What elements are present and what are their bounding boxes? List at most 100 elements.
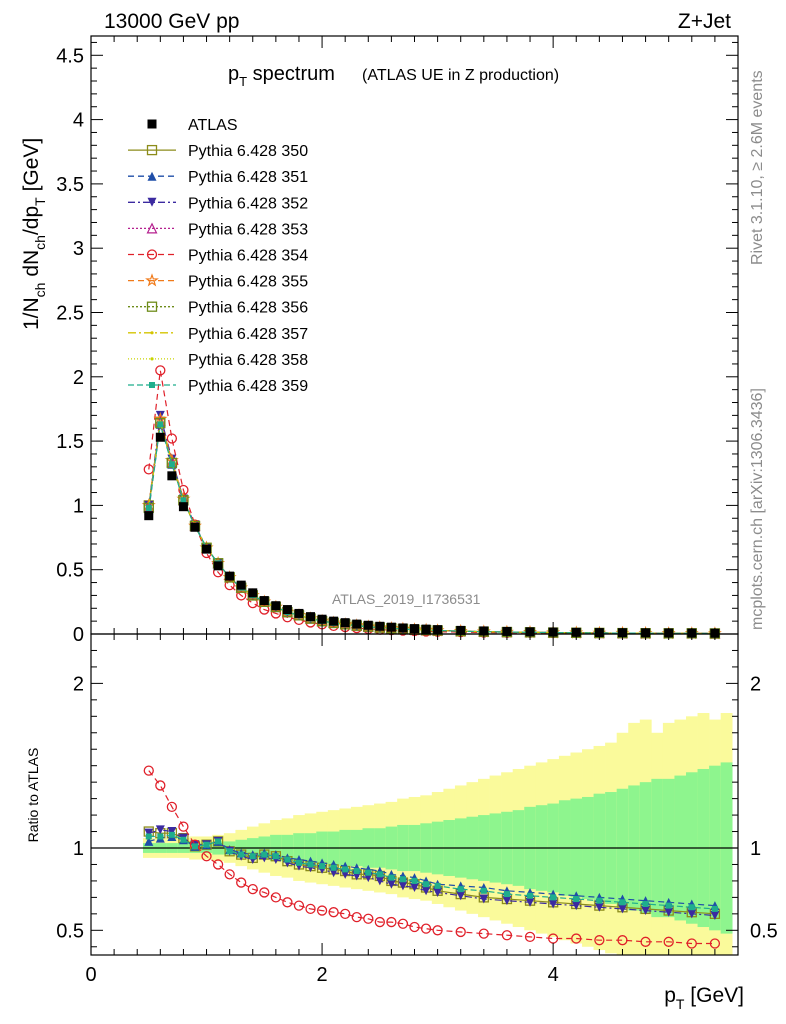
- ratio-point: [212, 859, 224, 870]
- data-point: [363, 620, 373, 630]
- ratio-point: [319, 863, 326, 870]
- ratio-point: [247, 884, 258, 895]
- y-tick-label: 1.5: [56, 431, 84, 453]
- ratio-point: [617, 935, 628, 946]
- legend-entry: Pythia 6.428 359: [128, 378, 308, 395]
- mcplots-label: mcplots.cern.ch [arXiv:1306.3436]: [749, 388, 766, 630]
- legend-marker: [146, 249, 158, 260]
- ratio-point: [525, 897, 535, 907]
- ratio-point: [226, 848, 233, 855]
- legend-marker: [146, 222, 158, 234]
- legend-entry: Pythia 6.428 351: [128, 169, 308, 186]
- legend-label: Pythia 6.428 354: [188, 248, 308, 265]
- analysis-watermark: ATLAS_2019_I1736531: [332, 591, 481, 607]
- ratio-point: [282, 897, 293, 908]
- data-point: [352, 619, 362, 629]
- ratio-point: [168, 831, 175, 838]
- ratio-point: [351, 911, 362, 923]
- legend-label: Pythia 6.428 356: [188, 300, 308, 317]
- data-point: [421, 624, 431, 634]
- ratio-series-pythia-6-428-359: [145, 831, 718, 912]
- data-point: [166, 457, 178, 469]
- legend-marker: [146, 301, 158, 312]
- ratio-point: [272, 853, 279, 860]
- legend-label: Pythia 6.428 350: [188, 143, 308, 160]
- ratio-point: [550, 894, 557, 901]
- data-point: [236, 590, 247, 601]
- legend-entry: ATLAS: [147, 117, 238, 134]
- data-point: [317, 614, 327, 624]
- header-left: 13000 GeV pp: [104, 10, 239, 33]
- data-point: [190, 522, 200, 532]
- ratio-point: [145, 833, 152, 840]
- data-point: [157, 421, 164, 428]
- legend-entry: Pythia 6.428 353: [128, 221, 308, 238]
- y-tick-label: 3.5: [56, 174, 84, 196]
- ratio-point: [571, 901, 581, 911]
- ratio-point: [617, 904, 627, 914]
- ratio-point: [388, 874, 395, 881]
- legend-entry: Pythia 6.428 358: [128, 352, 308, 369]
- ratio-line: [148, 770, 715, 945]
- ratio-point: [524, 931, 536, 943]
- data-point: [294, 608, 304, 618]
- ratio-point: [480, 887, 487, 894]
- plot-title: pT spectrum: [228, 63, 335, 89]
- ratio-point: [571, 933, 582, 944]
- legend-label: Pythia 6.428 352: [188, 195, 308, 212]
- ratio-point: [155, 825, 165, 835]
- legend-entry: Pythia 6.428 356: [128, 300, 308, 317]
- ratio-point: [688, 904, 695, 911]
- ratio-point: [420, 923, 432, 934]
- ratio-point: [594, 935, 605, 946]
- ratio-point: [376, 871, 383, 878]
- ratio-point: [548, 899, 558, 909]
- ratio-point: [144, 836, 154, 846]
- data-point: [180, 497, 187, 504]
- y-tick-label: 0.5: [56, 560, 84, 582]
- ratio-point: [180, 836, 187, 843]
- ratio-point: [316, 905, 328, 916]
- data-point: [375, 621, 385, 631]
- ratio-point: [594, 902, 604, 912]
- ratio-point: [270, 892, 282, 903]
- main-curves: [141, 365, 722, 640]
- ratio-point: [686, 938, 697, 949]
- y-tick-label: 1: [73, 495, 84, 517]
- ratio-point: [664, 907, 674, 917]
- ratio-point: [665, 902, 672, 909]
- ratio-point: [423, 881, 430, 888]
- data-point: [225, 571, 235, 581]
- ratio-point: [295, 859, 302, 866]
- ratio-point: [375, 876, 385, 886]
- ratio-point: [409, 921, 420, 933]
- data-point: [236, 580, 246, 590]
- legend-label: Pythia 6.428 355: [188, 274, 308, 291]
- ratio-point: [479, 894, 489, 904]
- x-axis-label: pT [GeV]: [664, 984, 744, 1012]
- y-tick-label: 4.5: [56, 45, 84, 67]
- ratio-point: [527, 892, 534, 899]
- ratio-point: [456, 891, 466, 901]
- plot-title-note: (ATLAS UE in Z production): [362, 67, 559, 84]
- ratio-point: [284, 856, 291, 863]
- ratio-point: [157, 833, 164, 840]
- y-tick-label: 2: [73, 367, 84, 389]
- ratio-y-tick-label-right: 0.5: [750, 920, 778, 942]
- data-point: [145, 504, 152, 511]
- ratio-point: [434, 882, 441, 889]
- ratio-point: [330, 864, 337, 871]
- y-tick-label: 3: [73, 238, 84, 260]
- data-point: [202, 544, 212, 554]
- data-point: [168, 461, 175, 468]
- data-point: [144, 511, 154, 521]
- ratio-point: [238, 851, 245, 858]
- ratio-point: [640, 936, 651, 947]
- legend-label: Pythia 6.428 353: [188, 221, 308, 238]
- ratio-point: [259, 887, 270, 898]
- data-point: [167, 471, 177, 481]
- ratio-point: [455, 926, 466, 938]
- ratio-point: [501, 930, 513, 941]
- ratio-point: [711, 905, 718, 912]
